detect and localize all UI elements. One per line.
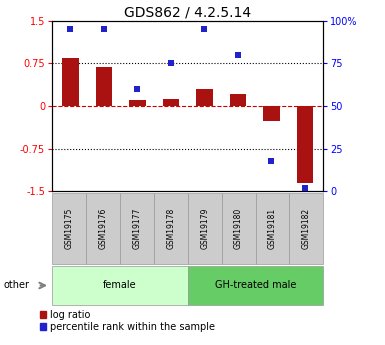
- Text: GSM19178: GSM19178: [166, 208, 175, 249]
- Text: GSM19180: GSM19180: [234, 208, 243, 249]
- Text: GSM19181: GSM19181: [268, 208, 277, 249]
- Bar: [296, 106, 313, 183]
- Bar: [229, 93, 246, 106]
- Text: GH-treated male: GH-treated male: [215, 280, 296, 290]
- Text: GSM19179: GSM19179: [200, 208, 209, 249]
- Text: other: other: [3, 280, 29, 290]
- Text: female: female: [103, 280, 137, 290]
- Bar: [95, 67, 112, 106]
- Bar: [162, 99, 179, 106]
- Text: GSM19175: GSM19175: [64, 208, 74, 249]
- Bar: [263, 106, 280, 121]
- Bar: [196, 89, 213, 106]
- Text: GSM19176: GSM19176: [98, 208, 107, 249]
- Bar: [62, 58, 79, 106]
- Text: GSM19177: GSM19177: [132, 208, 141, 249]
- Bar: [129, 100, 146, 106]
- Title: GDS862 / 4.2.5.14: GDS862 / 4.2.5.14: [124, 6, 251, 20]
- Text: GSM19182: GSM19182: [302, 208, 311, 249]
- Legend: log ratio, percentile rank within the sample: log ratio, percentile rank within the sa…: [40, 310, 215, 332]
